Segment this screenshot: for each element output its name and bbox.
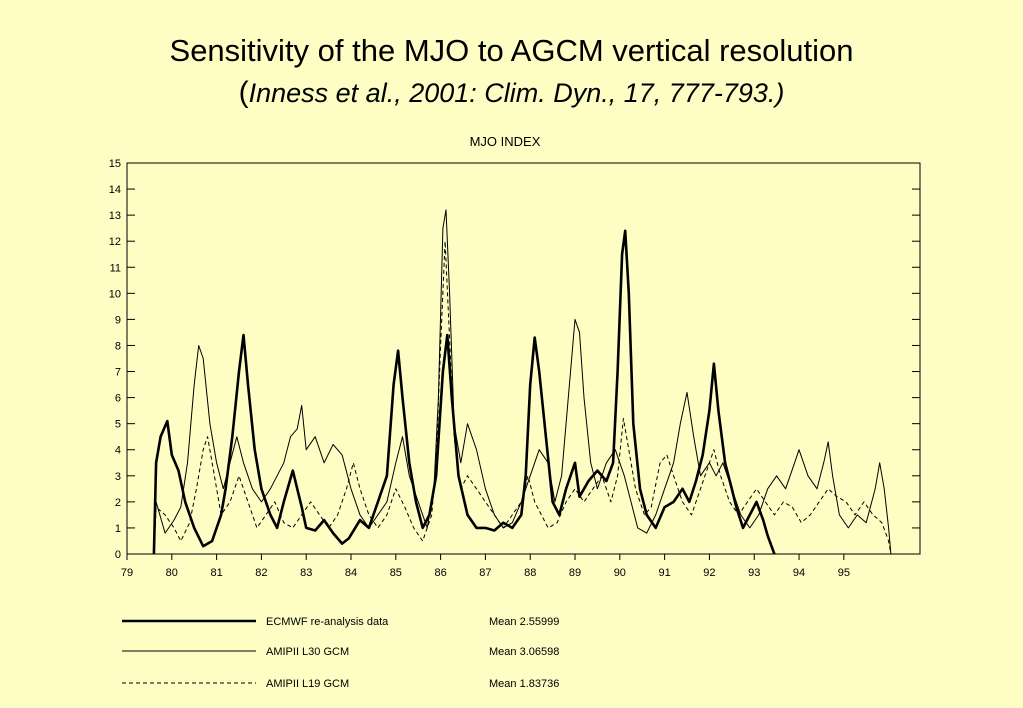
subtitle-open-paren: (: [238, 76, 249, 109]
y-tick-label: 14: [109, 184, 121, 196]
x-tick-label: 92: [703, 567, 715, 579]
series-line-dashed: [153, 240, 892, 555]
legend-series-name: AMIPII L19 GCM: [266, 678, 349, 690]
x-tick-label: 81: [210, 567, 222, 579]
x-tick-label: 87: [479, 567, 491, 579]
legend-series-mean: Mean 2.55999: [489, 616, 559, 628]
series-line-thick: [152, 229, 776, 555]
x-axis: 79 80 81 82 83 84 85 86 87 88 89 90 91 92 93 94 95: [121, 554, 850, 579]
x-tick-label: 89: [569, 567, 581, 579]
x-tick-label: 93: [748, 567, 760, 579]
x-tick-label: 94: [793, 567, 805, 579]
y-tick-label: 6: [115, 393, 121, 405]
x-tick-label: 79: [121, 567, 133, 579]
x-tick-label: 85: [390, 567, 402, 579]
y-tick-label: 15: [109, 158, 121, 170]
plot-frame: [126, 162, 921, 555]
legend: ECMWF re-analysis data Mean 2.55999 AMIPII…: [122, 616, 559, 690]
legend-series-mean: Mean 1.83736: [489, 678, 559, 690]
y-tick-label: 11: [110, 262, 121, 274]
y-tick-label: 5: [115, 419, 121, 431]
slide-subtitle: (Inness et al., 2001: Clim. Dyn., 17, 77…: [0, 76, 1023, 110]
y-tick-label: 8: [115, 340, 121, 352]
subtitle-citation: Inness et al., 2001: Clim. Dyn., 17, 777…: [248, 78, 785, 108]
y-tick-label: 7: [115, 367, 121, 379]
series-line-thin: [153, 209, 892, 555]
legend-series-name: AMIPII L30 GCM: [266, 646, 349, 658]
x-tick-label: 90: [614, 567, 626, 579]
chart-title: MJO INDEX: [470, 134, 541, 149]
x-tick-label: 84: [345, 567, 357, 579]
series-group: [152, 209, 892, 555]
y-tick-label: 2: [115, 497, 121, 509]
y-tick-label: 0: [115, 549, 121, 561]
x-tick-label: 83: [300, 567, 312, 579]
x-tick-label: 95: [838, 567, 850, 579]
y-tick-label: 3: [115, 471, 121, 483]
x-tick-label: 91: [659, 567, 671, 579]
x-tick-label: 86: [434, 567, 446, 579]
y-tick-label: 13: [109, 210, 121, 222]
legend-series-name: ECMWF re-analysis data: [266, 616, 389, 628]
x-tick-label: 82: [255, 567, 267, 579]
slide-title: Sensitivity of the MJO to AGCM vertical …: [169, 33, 854, 68]
y-tick-label: 9: [115, 314, 121, 326]
y-tick-label: 12: [109, 236, 121, 248]
y-tick-label: 4: [115, 445, 121, 457]
y-tick-label: 10: [109, 288, 121, 300]
legend-series-mean: Mean 3.06598: [489, 646, 559, 658]
x-tick-label: 80: [166, 567, 178, 579]
y-tick-label: 1: [115, 523, 121, 535]
x-tick-label: 88: [524, 567, 536, 579]
